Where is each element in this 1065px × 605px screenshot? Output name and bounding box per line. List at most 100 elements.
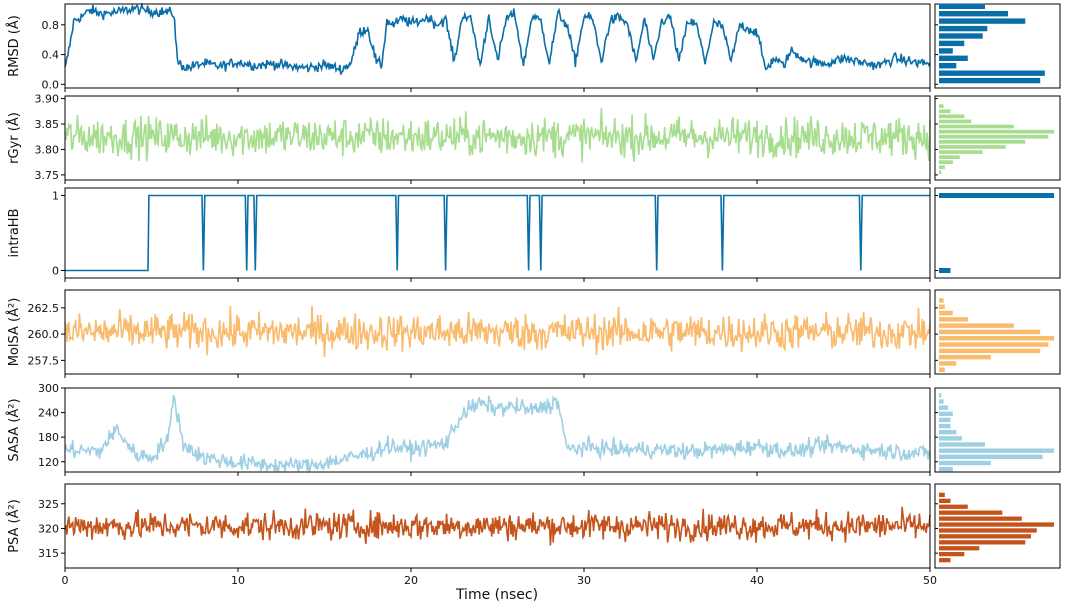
- histogram-bar: [939, 498, 951, 503]
- panel-4: 257.5 260.0 262.5 MolSA (Å²): [6, 289, 1061, 378]
- histogram-bar: [939, 124, 1014, 129]
- x-tick-label: 40: [750, 574, 764, 587]
- histogram-frame-2: [934, 95, 1061, 181]
- y-tick-label: 1: [52, 190, 59, 203]
- histogram-bar: [939, 77, 1041, 84]
- series-line-4: [64, 305, 931, 358]
- series-line-1: [64, 2, 931, 75]
- histogram-frame-1: [934, 3, 1061, 89]
- histogram-bar: [939, 423, 951, 429]
- histogram-bar: [939, 70, 1045, 76]
- panel-6: 315 320 325 PSA (Å²) 0 10 20 30 40 50: [6, 483, 1061, 587]
- histogram-frame-4: [934, 289, 1061, 375]
- series-line-5: [64, 394, 931, 475]
- y-tick-label: 300: [38, 382, 59, 395]
- y-tick-label: 325: [38, 498, 59, 511]
- y-axis-label: rGyr (Å): [6, 112, 22, 164]
- panel-1: 0.0 0.4 0.8 RMSD (Å): [6, 2, 1061, 92]
- y-tick-label: 240: [38, 407, 59, 420]
- histogram-bar: [939, 546, 980, 551]
- histogram-bar: [939, 114, 965, 119]
- histogram-bar: [939, 342, 1049, 347]
- histogram-bar: [939, 367, 945, 372]
- histogram-bar: [939, 304, 945, 309]
- histogram-bar: [939, 504, 968, 509]
- x-tick-label: 0: [62, 574, 69, 587]
- histogram-bar: [939, 361, 957, 366]
- histogram-bar: [939, 129, 1054, 134]
- y-tick-label: 120: [38, 456, 59, 469]
- histogram-bar: [939, 18, 1026, 24]
- y-tick-label: 260.0: [28, 328, 60, 341]
- histogram-bar: [939, 55, 968, 61]
- histogram-bar: [939, 150, 983, 154]
- y-axis-label: SASA (Å²): [6, 398, 22, 461]
- histogram-bar: [939, 104, 944, 108]
- histogram-bar: [939, 317, 968, 322]
- x-tick-label: 30: [577, 574, 591, 587]
- y-axis-label: PSA (Å²): [6, 499, 22, 553]
- histogram-bar: [939, 40, 965, 47]
- histogram-bar: [939, 25, 988, 32]
- histogram-bar: [939, 323, 1014, 328]
- histogram-bar: [939, 466, 953, 472]
- y-tick-label: 0: [52, 265, 59, 278]
- panel-2: 3.75 3.80 3.85 3.90 rGyr (Å): [6, 93, 1061, 184]
- series-line-2: [64, 108, 931, 163]
- y-tick-label: 3.90: [35, 93, 60, 106]
- histogram-bar: [939, 329, 1041, 335]
- y-tick-label: 3.85: [35, 118, 60, 131]
- histogram-bar: [939, 134, 1049, 139]
- panel-5: 120 180 240 300 SASA (Å²): [6, 382, 1061, 476]
- histogram-bar: [939, 540, 1026, 545]
- y-tick-label: 257.5: [28, 354, 60, 367]
- histogram-bar: [939, 336, 1054, 341]
- histogram-bar: [939, 354, 991, 360]
- x-tick-label: 50: [923, 574, 937, 587]
- x-tick-label: 10: [231, 574, 245, 587]
- plot-frame-1: [64, 3, 931, 89]
- series-line-6: [64, 506, 931, 546]
- histogram-bar: [939, 448, 1054, 453]
- histogram-bar: [939, 552, 965, 557]
- y-axis-label: MolSA (Å²): [6, 298, 22, 367]
- y-tick-label: 0.0: [42, 78, 60, 91]
- histogram-frame-6: [934, 483, 1061, 569]
- plot-frame-3: [64, 187, 931, 279]
- histogram-bar: [939, 119, 972, 124]
- series-line-3: [65, 194, 930, 272]
- histogram-bar: [939, 109, 951, 114]
- histogram-bar: [939, 155, 960, 159]
- y-tick-label: 0.4: [42, 49, 60, 62]
- histogram-bar: [939, 193, 1054, 198]
- y-tick-label: 3.75: [35, 169, 60, 182]
- histogram-bar: [939, 165, 945, 170]
- histogram-bar: [939, 348, 1041, 354]
- histogram-frame-5: [934, 387, 1061, 473]
- histogram-bar: [939, 145, 1006, 149]
- histogram-bar: [939, 170, 942, 175]
- histogram-bar: [939, 528, 1037, 533]
- histogram-bar: [939, 510, 1003, 515]
- panel-3: 0 1 intraHB: [7, 187, 1061, 282]
- histogram-bar: [939, 405, 949, 410]
- plot-frame-5: [64, 387, 931, 473]
- histogram-bar: [939, 11, 1008, 17]
- histogram-bar: [939, 460, 991, 466]
- y-tick-label: 3.80: [35, 143, 60, 156]
- histogram-bar: [939, 310, 953, 316]
- y-tick-label: 180: [38, 431, 59, 444]
- histogram-bar: [939, 454, 1043, 459]
- x-tick-label: 20: [404, 574, 418, 587]
- histogram-bar: [939, 558, 951, 563]
- y-tick-label: 320: [38, 522, 59, 535]
- histogram-bar: [939, 160, 953, 164]
- histogram-bar: [939, 522, 1054, 527]
- plot-frame-6: [64, 483, 931, 569]
- plot-frame-2: [64, 95, 931, 181]
- histogram-bar: [939, 442, 985, 447]
- y-tick-label: 0.8: [42, 19, 60, 32]
- histogram-bar: [939, 534, 1031, 539]
- histogram-bar: [939, 399, 944, 404]
